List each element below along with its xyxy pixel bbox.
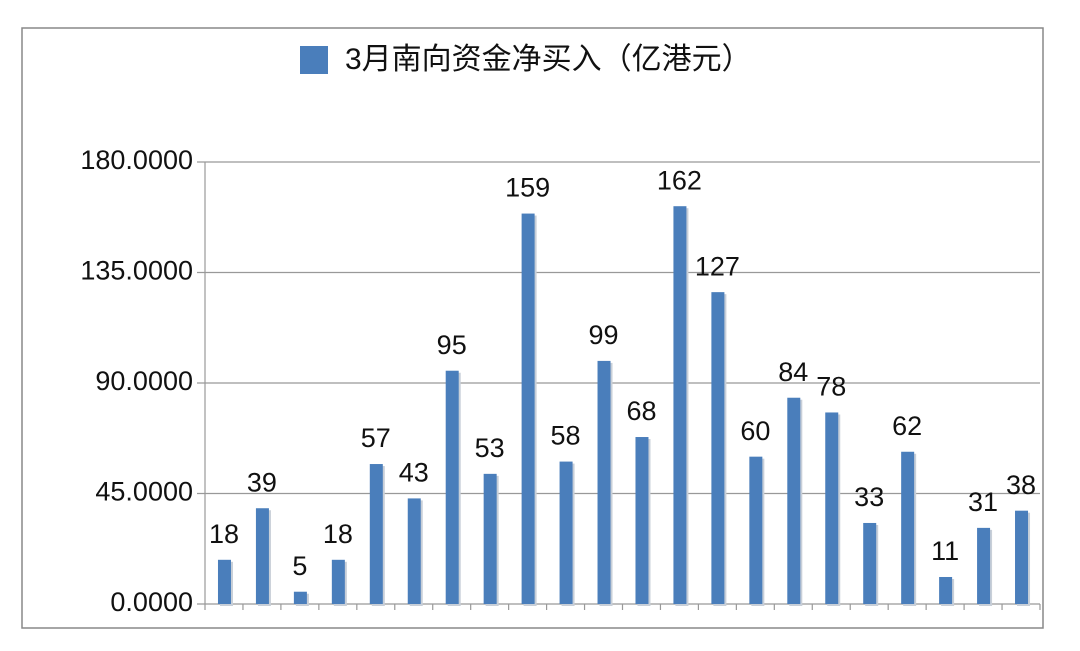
bar (369, 464, 383, 604)
value-label: 57 (361, 423, 391, 453)
value-label: 127 (695, 251, 740, 281)
bar (407, 498, 421, 604)
y-tick-label: 45.0000 (95, 477, 193, 507)
bar (217, 559, 231, 604)
y-tick-label: 135.0000 (80, 256, 193, 286)
bar (711, 292, 725, 604)
value-label: 18 (209, 519, 239, 549)
value-label: 60 (740, 416, 770, 446)
value-label: 18 (323, 519, 353, 549)
value-label: 62 (892, 411, 922, 441)
bar (331, 559, 345, 604)
bar (673, 206, 687, 604)
value-label: 5 (292, 551, 307, 581)
value-label: 38 (1006, 470, 1036, 500)
bar (521, 213, 535, 605)
y-tick-label: 0.0000 (110, 587, 193, 617)
y-tick-label: 90.0000 (95, 366, 193, 396)
y-tick-label: 180.0000 (80, 145, 193, 175)
bar (597, 360, 611, 604)
value-label: 39 (247, 467, 277, 497)
value-label: 43 (399, 458, 429, 488)
value-label: 84 (778, 357, 808, 387)
value-label: 68 (626, 396, 656, 426)
bar (825, 412, 839, 604)
bar (293, 591, 307, 604)
legend-label: 3月南向资金净买入（亿港元） (345, 43, 752, 76)
bar (863, 522, 877, 604)
bar (901, 451, 915, 604)
bar (787, 397, 801, 604)
bar (939, 576, 953, 604)
bar (445, 370, 459, 604)
bar (559, 461, 573, 604)
value-label: 162 (657, 165, 702, 195)
bar (749, 456, 763, 604)
value-label: 33 (854, 482, 884, 512)
value-label: 78 (816, 372, 846, 402)
value-label: 31 (968, 487, 998, 517)
bar (255, 508, 269, 604)
value-label: 99 (588, 320, 618, 350)
value-label: 53 (475, 433, 505, 463)
bar (977, 527, 991, 604)
value-label: 11 (931, 536, 959, 566)
value-label: 95 (437, 330, 467, 360)
legend-swatch (300, 46, 328, 74)
bar (635, 437, 649, 604)
bar (483, 473, 497, 604)
bar (1015, 510, 1029, 604)
value-label: 159 (505, 173, 550, 203)
value-label: 58 (551, 421, 581, 451)
